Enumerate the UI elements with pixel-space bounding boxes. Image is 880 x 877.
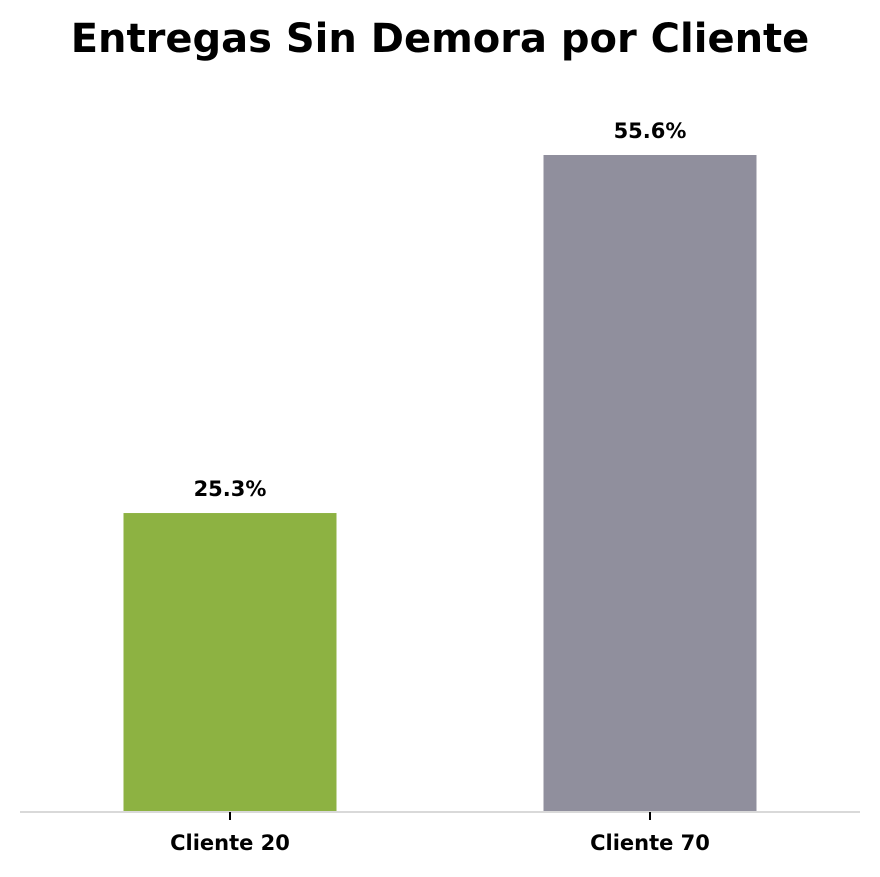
bars-layer: 25.3% 55.6%: [123, 119, 757, 812]
data-label: 25.3%: [194, 477, 267, 501]
data-label: 55.6%: [614, 119, 687, 143]
chart-title: Entregas Sin Demora por Cliente: [71, 16, 810, 62]
bar-cliente-20: [123, 513, 337, 812]
x-tick-label: Cliente 70: [590, 831, 710, 855]
bar-cliente-70: [543, 155, 757, 812]
x-axis-ticks: Cliente 20 Cliente 70: [170, 812, 710, 855]
x-tick-label: Cliente 20: [170, 831, 290, 855]
